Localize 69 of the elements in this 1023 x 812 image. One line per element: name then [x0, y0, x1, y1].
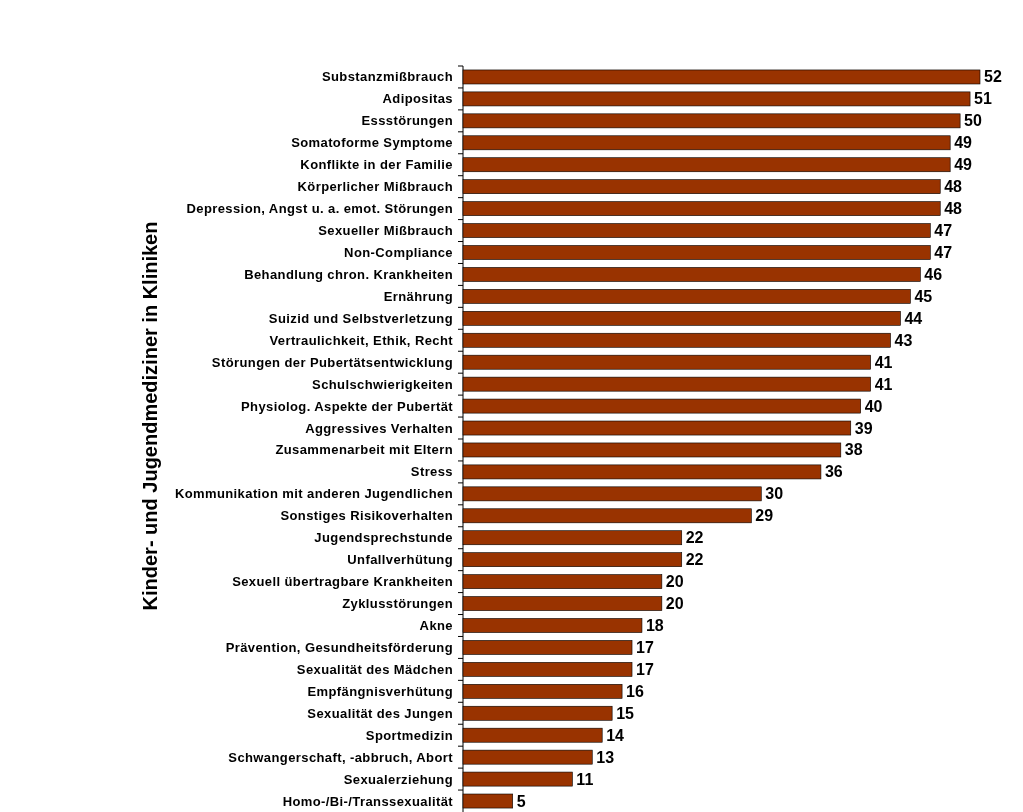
data-label: 43 — [894, 331, 913, 349]
y-tick-label: Sexualität des Mädchen — [296, 661, 453, 677]
data-label: 39 — [854, 419, 873, 437]
data-label: 49 — [954, 156, 973, 174]
y-tick-label: Zyklusstörungen — [342, 596, 453, 612]
y-tick-label: Körperlicher Mißbrauch — [297, 179, 453, 195]
data-label: 11 — [576, 770, 594, 788]
y-tick-label: Sexueller Mißbrauch — [318, 223, 453, 239]
y-tick-label: Physiolog. Aspekte der Pubertät — [240, 398, 454, 414]
y-tick-label: Non-Compliance — [344, 245, 453, 260]
data-label: 14 — [606, 726, 625, 744]
data-label: 45 — [914, 287, 933, 305]
data-label: 5 — [516, 792, 526, 810]
data-label: 38 — [844, 441, 863, 459]
data-label: 20 — [665, 573, 684, 591]
data-label: 13 — [596, 748, 615, 766]
data-label: 41 — [874, 375, 893, 393]
y-tick-label: Sexualität des Jungen — [307, 705, 453, 721]
data-label: 47 — [934, 244, 953, 261]
y-tick-label: Konflikte in der Familie — [300, 157, 453, 173]
y-tick-label: Unfallverhütung — [347, 552, 453, 568]
data-label: 48 — [944, 200, 963, 218]
y-tick-label: Empfängnisverhütung — [307, 683, 453, 699]
y-tick-label: Vertraulichkeit, Ethik, Recht — [269, 332, 454, 348]
y-tick-label: Zusammenarbeit mit Eltern — [275, 442, 453, 458]
data-label: 48 — [944, 178, 963, 196]
y-tick-label: Homo-/Bi-/Transsexualität — [282, 793, 454, 809]
data-label: 36 — [824, 463, 843, 481]
data-label: 50 — [964, 112, 983, 130]
y-tick-label: Sonstiges Risikoverhalten — [280, 508, 453, 524]
data-label: 22 — [685, 551, 704, 569]
y-tick-label: Essstörungen — [361, 113, 453, 129]
y-tick-label: Prävention, Gesundheitsförderung — [225, 639, 453, 655]
y-tick-label: Behandlung chron. Krankheiten — [244, 266, 453, 282]
y-tick-label: Akne — [419, 618, 453, 633]
data-label: 30 — [765, 485, 784, 503]
y-tick-label: Depression, Angst u. a. emot. Störungen — [186, 201, 453, 217]
y-tick-label: Sexualerziehung — [343, 771, 453, 787]
data-label: 52 — [984, 68, 1002, 86]
y-tick-label: Adipositas — [382, 91, 453, 107]
y-tick-label: Ernährung — [383, 288, 453, 304]
data-label: 29 — [755, 507, 774, 525]
data-label: 44 — [904, 309, 923, 327]
y-tick-label: Sexuell übertragbare Krankheiten — [232, 574, 453, 590]
data-label: 15 — [616, 704, 635, 722]
y-axis-title: Kinder- und Jugendmediziner in Kliniken — [139, 221, 161, 611]
data-label: 16 — [626, 682, 644, 700]
data-label: 41 — [874, 353, 893, 371]
y-tick-label: Sportmedizin — [365, 727, 453, 743]
y-tick-label: Suizid und Selbstverletzung — [268, 310, 453, 326]
y-tick-label: Schwangerschaft, -abbruch, Abort — [228, 749, 454, 765]
y-tick-label: Kommunikation mit anderen Jugendlichen — [174, 486, 453, 502]
data-label: 20 — [665, 595, 684, 613]
y-tick-label: Jugendsprechstunde — [314, 530, 453, 546]
data-label: 22 — [685, 529, 704, 547]
data-label: 46 — [924, 265, 943, 283]
y-tick-label: Aggressives Verhalten — [305, 420, 453, 436]
data-label: 47 — [934, 222, 953, 240]
y-tick-label: Schulschwierigkeiten — [312, 376, 453, 392]
data-label: 40 — [864, 397, 883, 415]
data-label: 17 — [636, 660, 654, 678]
y-tick-label: Somatoforme Symptome — [291, 135, 453, 151]
data-label: 18 — [645, 617, 664, 634]
data-label: 51 — [974, 90, 992, 108]
y-tick-label: Störungen der Pubertätsentwicklung — [211, 354, 453, 370]
y-tick-label: Substanzmißbrauch — [321, 69, 453, 85]
y-tick-label: Stress — [410, 464, 453, 480]
data-label: 49 — [954, 134, 973, 152]
data-label: 17 — [636, 638, 654, 656]
